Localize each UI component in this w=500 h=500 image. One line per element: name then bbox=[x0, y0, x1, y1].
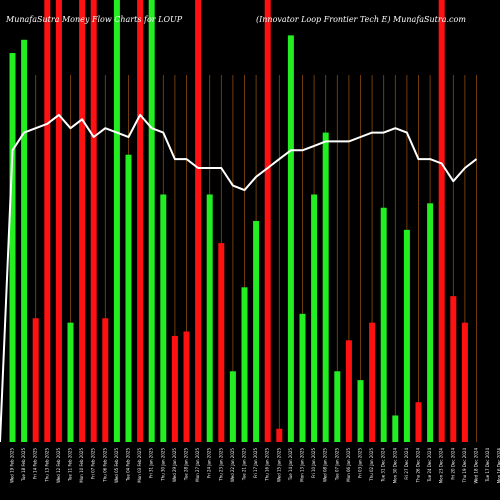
x-tick-label: Thu 26 Dec 2024 bbox=[416, 448, 421, 484]
bar bbox=[137, 0, 144, 442]
bar bbox=[450, 296, 457, 442]
x-tick-label: Tue 07 Jan 2025 bbox=[334, 448, 339, 482]
chart-title-left: MunafaSutra Money Flow Charts for LOUP bbox=[5, 15, 183, 24]
chart-title-right: (Innovator Loop Frontier Tech E) MunafaS… bbox=[256, 15, 466, 24]
bar bbox=[9, 53, 16, 442]
bar bbox=[125, 154, 132, 442]
x-tick-label: Mon 13 Jan 2025 bbox=[300, 448, 305, 482]
x-tick-label: Tue 21 Jan 2025 bbox=[242, 448, 247, 482]
bar bbox=[171, 335, 178, 442]
bar bbox=[427, 203, 434, 442]
x-tick-label: Fri 20 Dec 2024 bbox=[450, 448, 455, 480]
x-tick-label: Mon 16 Dec 2024 bbox=[497, 448, 500, 484]
bar bbox=[438, 0, 445, 442]
x-tick-label: Thu 16 Jan 2025 bbox=[265, 448, 270, 482]
bar bbox=[241, 287, 248, 442]
bar bbox=[90, 0, 97, 442]
bar bbox=[357, 380, 364, 442]
bar bbox=[461, 322, 468, 442]
x-tick-label: Mon 03 Feb 2025 bbox=[137, 448, 142, 483]
x-tick-label: Thu 19 Dec 2024 bbox=[462, 448, 467, 484]
x-tick-label: Mon 30 Dec 2024 bbox=[392, 448, 397, 484]
x-tick-label: Fri 24 Jan 2025 bbox=[207, 448, 212, 478]
x-tick-label: Thu 06 Feb 2025 bbox=[102, 448, 107, 483]
x-tick-label: Tue 31 Dec 2024 bbox=[381, 448, 386, 483]
x-tick-label: Fri 31 Jan 2025 bbox=[149, 448, 154, 478]
bar bbox=[160, 194, 167, 442]
bar bbox=[148, 0, 155, 442]
bar bbox=[334, 371, 341, 442]
bar bbox=[415, 402, 422, 442]
bar bbox=[253, 221, 260, 442]
x-tick-label: Fri 07 Feb 2025 bbox=[91, 448, 96, 479]
bar bbox=[345, 340, 352, 442]
bar bbox=[403, 229, 410, 442]
x-tick-label: Fri 14 Feb 2025 bbox=[33, 448, 38, 479]
x-tick-label: Mon 10 Feb 2025 bbox=[79, 448, 84, 483]
x-tick-label: Tue 28 Jan 2025 bbox=[184, 448, 189, 482]
x-tick-label: Tue 14 Jan 2025 bbox=[288, 448, 293, 482]
bar-series bbox=[9, 0, 468, 443]
bar bbox=[369, 322, 376, 442]
x-tick-label: Mon 27 Jan 2025 bbox=[195, 448, 200, 482]
line-path bbox=[0, 113, 478, 443]
x-tick-label: Wed 29 Jan 2025 bbox=[172, 448, 177, 482]
x-tick-label: Mon 06 Jan 2025 bbox=[346, 448, 351, 482]
bar bbox=[79, 0, 86, 442]
x-tick-label: Thu 23 Jan 2025 bbox=[218, 448, 223, 482]
bar bbox=[276, 428, 283, 442]
x-tick-label: Wed 19 Feb 2025 bbox=[10, 448, 15, 483]
bar bbox=[44, 0, 51, 442]
x-tick-label: Wed 05 Feb 2025 bbox=[114, 448, 119, 483]
x-tick-label: Wed 15 Jan 2025 bbox=[276, 448, 281, 482]
x-tick-label: Wed 18 Dec 2024 bbox=[474, 448, 479, 484]
x-tick-label: Fri 17 Jan 2025 bbox=[253, 448, 258, 478]
bar bbox=[32, 318, 39, 442]
bar bbox=[264, 0, 271, 442]
bar bbox=[287, 35, 294, 443]
bar bbox=[299, 313, 306, 442]
x-tick-label: Tue 18 Feb 2025 bbox=[21, 448, 26, 482]
x-axis-tick-labels: Wed 19 Feb 2025 Tue 18 Feb 2025 Fri 14 Feb… bbox=[10, 448, 500, 484]
bar bbox=[380, 207, 387, 442]
bar bbox=[322, 132, 329, 442]
bar bbox=[67, 322, 74, 442]
bar bbox=[113, 0, 120, 442]
money-flow-line bbox=[0, 113, 478, 443]
x-tick-label: Fri 03 Jan 2025 bbox=[358, 448, 363, 478]
bar bbox=[311, 194, 318, 442]
x-tick-label: Fri 10 Jan 2025 bbox=[311, 448, 316, 478]
bar bbox=[102, 318, 109, 442]
x-tick-label: Thu 02 Jan 2025 bbox=[369, 448, 374, 482]
x-tick-label: Tue 11 Feb 2025 bbox=[68, 448, 73, 482]
x-tick-label: Tue 04 Feb 2025 bbox=[126, 448, 131, 482]
bar bbox=[183, 331, 190, 442]
bar bbox=[195, 0, 202, 442]
bar bbox=[55, 0, 62, 442]
x-tick-label: Tue 24 Dec 2024 bbox=[427, 448, 432, 483]
bar bbox=[206, 194, 213, 442]
x-tick-label: Fri 27 Dec 2024 bbox=[404, 448, 409, 480]
x-tick-label: Wed 22 Jan 2025 bbox=[230, 448, 235, 482]
x-tick-label: Thu 30 Jan 2025 bbox=[160, 448, 165, 482]
x-tick-label: Wed 12 Feb 2025 bbox=[56, 448, 61, 483]
bar bbox=[392, 415, 399, 442]
bar bbox=[21, 39, 28, 442]
x-tick-label: Thu 13 Feb 2025 bbox=[44, 448, 49, 483]
x-tick-label: Wed 08 Jan 2025 bbox=[323, 448, 328, 482]
x-tick-label: Mon 23 Dec 2024 bbox=[439, 448, 444, 484]
x-tick-label: Tue 17 Dec 2024 bbox=[485, 448, 490, 483]
bar bbox=[229, 371, 236, 442]
bar bbox=[218, 243, 225, 442]
